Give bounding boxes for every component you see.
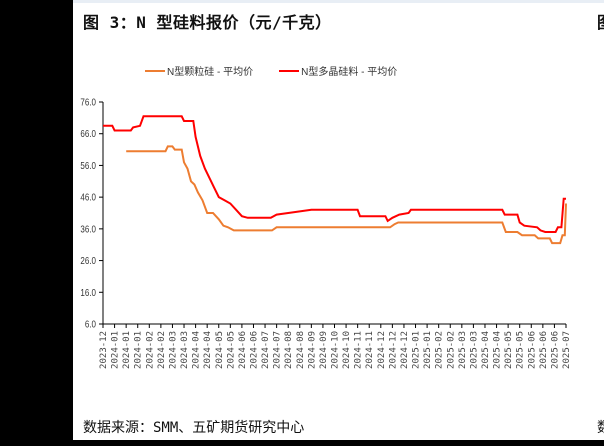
legend-label-granular: N型颗粒硅 - 平均价 [167,67,254,78]
figure-title: 图 3：N 型硅料报价（元/千克） [83,13,332,32]
x-tick-label: 2025-07 [562,331,572,369]
chart-legend: N型颗粒硅 - 平均价 N型多晶硅料 - 平均价 [145,63,397,78]
x-tick-label: 2025-06 [527,331,537,369]
x-tick-label: 2024-01 [111,331,121,369]
x-tick-label: 2024-02 [145,331,155,369]
x-tick-label: 2024-12 [388,331,398,369]
x-tick-label: 2024-05 [226,331,236,369]
x-tick-label: 2024-03 [180,331,190,369]
x-tick-label: 2025-06 [550,331,560,369]
y-tick-label: 66.0 [80,128,96,139]
y-tick-label: 46.0 [80,192,96,203]
x-tick-label: 2024-02 [157,331,167,369]
adjacent-source-fragment: 数 [597,417,604,437]
legend-swatch-polysilicon [279,69,300,72]
x-tick-label: 2025-02 [446,331,456,369]
x-tick-label: 2024-03 [168,331,178,369]
x-tick-label: 2024-09 [319,331,329,369]
x-tick-label: 2024-01 [134,331,144,369]
x-tick-label: 2024-10 [331,331,341,369]
x-tick-label: 2024-12 [377,331,387,369]
y-tick-label: 36.0 [80,224,96,235]
x-tick-label: 2025-01 [412,331,422,369]
x-tick-label: 2024-07 [261,331,271,369]
x-tick-label: 2025-06 [539,331,549,369]
legend-item-polysilicon: N型多晶硅料 - 平均价 [279,63,397,78]
legend-swatch-granular [145,69,165,72]
x-tick-label: 2024-12 [400,331,410,369]
x-tick-label: 2024-06 [249,331,259,369]
x-tick-label: 2024-11 [365,331,375,369]
x-tick-label: 2025-03 [458,331,468,369]
y-tick-label: 76.0 [80,97,96,108]
x-tick-label: 2025-04 [481,331,491,369]
data-source: 数据来源：SMM、五矿期货研究中心 [83,420,305,436]
x-tick-label: 2024-06 [238,331,248,369]
x-tick-label: 2025-04 [493,331,503,369]
series-line-granular-silicon [126,145,567,245]
y-tick-label: 26.0 [80,255,96,266]
x-tick-label: 2024-04 [192,331,202,369]
x-tick-label: 2024-08 [284,331,294,369]
x-tick-label: 2025-05 [516,331,526,369]
x-tick-label: 2024-07 [273,331,283,369]
x-tick-label: 2025-05 [504,331,514,369]
x-tick-label: 2025-03 [469,331,479,369]
top-strip [73,0,604,3]
y-tick-label: 16.0 [80,287,96,298]
series-line-n-type-polysilicon [103,115,566,233]
x-tick-label: 2024-05 [215,331,225,369]
x-tick-label: 2024-11 [354,331,364,369]
x-tick-label: 2023-12 [99,331,109,369]
legend-item-granular: N型颗粒硅 - 平均价 [145,63,253,78]
x-tick-label: 2024-10 [342,331,352,369]
x-tick-label: 2024-04 [203,331,213,369]
legend-label-polysilicon: N型多晶硅料 - 平均价 [301,67,398,78]
x-tick-label: 2025-02 [435,331,445,369]
x-tick-label: 2024-01 [122,331,132,369]
report-page: 图 3：N 型硅料报价（元/千克） 图 数据来源：SMM、五矿期货研究中心 数 [73,3,604,440]
x-tick-label: 2025-01 [423,331,433,369]
x-tick-label: 2024-09 [307,331,317,369]
y-tick-label: 56.0 [80,160,96,171]
y-tick-label: 6.0 [85,319,96,330]
adjacent-figure-title-fragment: 图 [597,9,604,33]
x-tick-label: 2024-08 [296,331,306,369]
